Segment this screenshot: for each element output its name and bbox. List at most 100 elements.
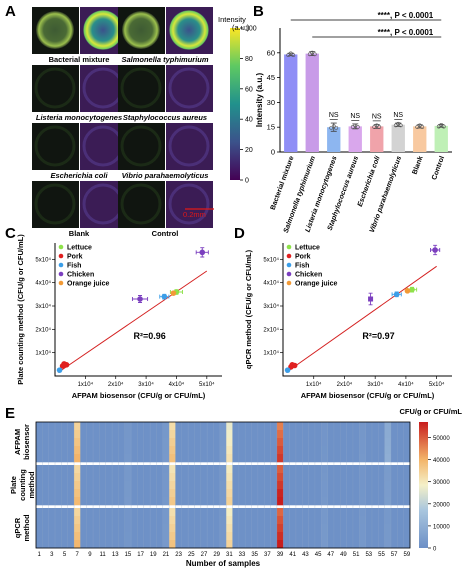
heatmap-cell	[327, 473, 335, 482]
colorbar-tick-label: 100	[245, 26, 257, 33]
heatmap-cell	[245, 422, 252, 431]
heatmap-cell	[245, 430, 252, 439]
heatmap-cell	[48, 481, 56, 490]
heatmap-cell	[48, 430, 56, 439]
heatmap-cell	[314, 516, 322, 525]
heatmap-cell	[207, 508, 214, 517]
heatmap-cell	[365, 465, 373, 474]
legend-label: Orange juice	[295, 281, 338, 288]
heatmap-cell	[194, 430, 202, 439]
heatmap-cell	[264, 446, 271, 455]
heatmap-cell	[93, 497, 100, 506]
heatmap-cell	[162, 532, 170, 541]
heatmap-cell	[346, 516, 354, 525]
heatmap-cell	[365, 497, 373, 506]
heatmap-cell	[226, 473, 233, 482]
heatmap-cell	[251, 508, 259, 517]
heatmap-cell	[302, 473, 309, 482]
heatmap-cell	[150, 422, 157, 431]
heatmap-cell	[143, 454, 151, 463]
heatmap-xtick-label: 1	[37, 552, 41, 558]
heatmap-cell	[99, 473, 107, 482]
heatmap-cell	[365, 516, 373, 525]
heatmap-cell	[143, 497, 151, 506]
legend-label: Pork	[67, 254, 83, 261]
heatmap-cell	[93, 430, 100, 439]
heatmap-cell	[245, 473, 252, 482]
heatmap-cell	[257, 473, 265, 482]
scatter-xtick-label: 5x10⁴	[429, 381, 445, 388]
data-point	[368, 296, 374, 302]
heatmap-cell	[226, 422, 233, 431]
heatmap-cell	[238, 481, 246, 490]
heatmap-xtick-label: 21	[163, 552, 170, 558]
heatmap-cell	[99, 465, 107, 474]
heatmap-cell	[124, 465, 132, 474]
heatmap-cell	[238, 454, 246, 463]
heatmap-cell	[175, 465, 183, 474]
heatmap-cell	[378, 422, 385, 431]
scatter-ytick-label: 4x10⁴	[35, 280, 51, 287]
heatmap-cell	[340, 446, 347, 455]
heatmap-cell	[314, 422, 322, 431]
heatmap-cell	[321, 497, 328, 506]
heatmap-cell	[314, 540, 322, 549]
dim-spot	[120, 183, 162, 225]
heatmap-cell	[80, 489, 88, 498]
heatmap-cell	[150, 430, 157, 439]
heatmap-cell	[200, 430, 208, 439]
legend-marker	[58, 280, 64, 286]
fluorescence-image	[32, 65, 79, 112]
heatmap-cell	[55, 481, 62, 490]
heatmap-xtick-label: 45	[315, 552, 322, 558]
heatmap-cell	[150, 516, 157, 525]
heatmap-cell	[232, 489, 240, 498]
heatmap-cell	[302, 516, 309, 525]
heatmap-xtick-label: 33	[239, 552, 246, 558]
fluorescence-image-labels: Bacterial mixture Salmonella typhimurium L…	[36, 55, 209, 238]
heatmap-xtick-label: 29	[213, 552, 220, 558]
heatmap-cell	[194, 524, 202, 533]
heatmap-cell	[200, 516, 208, 525]
heatmap-cell	[270, 422, 278, 431]
heatmap-cell	[308, 473, 316, 482]
colorbar-tick-label: 40	[245, 117, 253, 124]
heatmap-cell	[93, 473, 100, 482]
heatmap-cell	[80, 473, 88, 482]
heatmap-cell	[207, 430, 214, 439]
b-annotation: ****, P < 0.0001	[378, 11, 434, 20]
heatmap-cell	[99, 489, 107, 498]
heatmap-cell	[333, 454, 341, 463]
image-label: Blank	[69, 229, 90, 238]
heatmap-cell	[137, 446, 145, 455]
heatmap-cell	[340, 489, 347, 498]
scatter-ytick-label: 5x10⁴	[35, 256, 51, 263]
heatmap-cell	[80, 524, 88, 533]
heatmap-cell	[270, 473, 278, 482]
heatmap-cell	[226, 540, 233, 549]
heatmap-cell	[251, 532, 259, 541]
heatmap-cell	[219, 454, 227, 463]
colorbar-ticks: 0 20 40 60 80 100	[240, 26, 257, 185]
fluorescence-image	[118, 65, 165, 112]
heatmap-cell	[321, 465, 328, 474]
heatmap-cell	[245, 524, 252, 533]
heatmap-cell	[232, 497, 240, 506]
heatmap-cell	[137, 497, 145, 506]
heatmap-cell	[131, 508, 138, 517]
heatmap-xtick-label: 47	[327, 552, 334, 558]
heatmap-cell	[80, 516, 88, 525]
heatmap-cell	[169, 430, 176, 439]
heatmap-cell	[156, 524, 164, 533]
heatmap-cell	[143, 422, 151, 431]
b-replicate-point	[312, 52, 317, 57]
heatmap-cell	[295, 489, 303, 498]
heatmap-cell	[169, 532, 176, 541]
fluorescence-image	[118, 123, 165, 170]
heatmap-cell	[403, 524, 411, 533]
heatmap-cell	[156, 508, 164, 517]
heatmap-cell	[276, 481, 284, 490]
legend-marker	[286, 280, 292, 286]
heatmap-cell	[352, 489, 360, 498]
b-replicate-point	[398, 123, 403, 128]
